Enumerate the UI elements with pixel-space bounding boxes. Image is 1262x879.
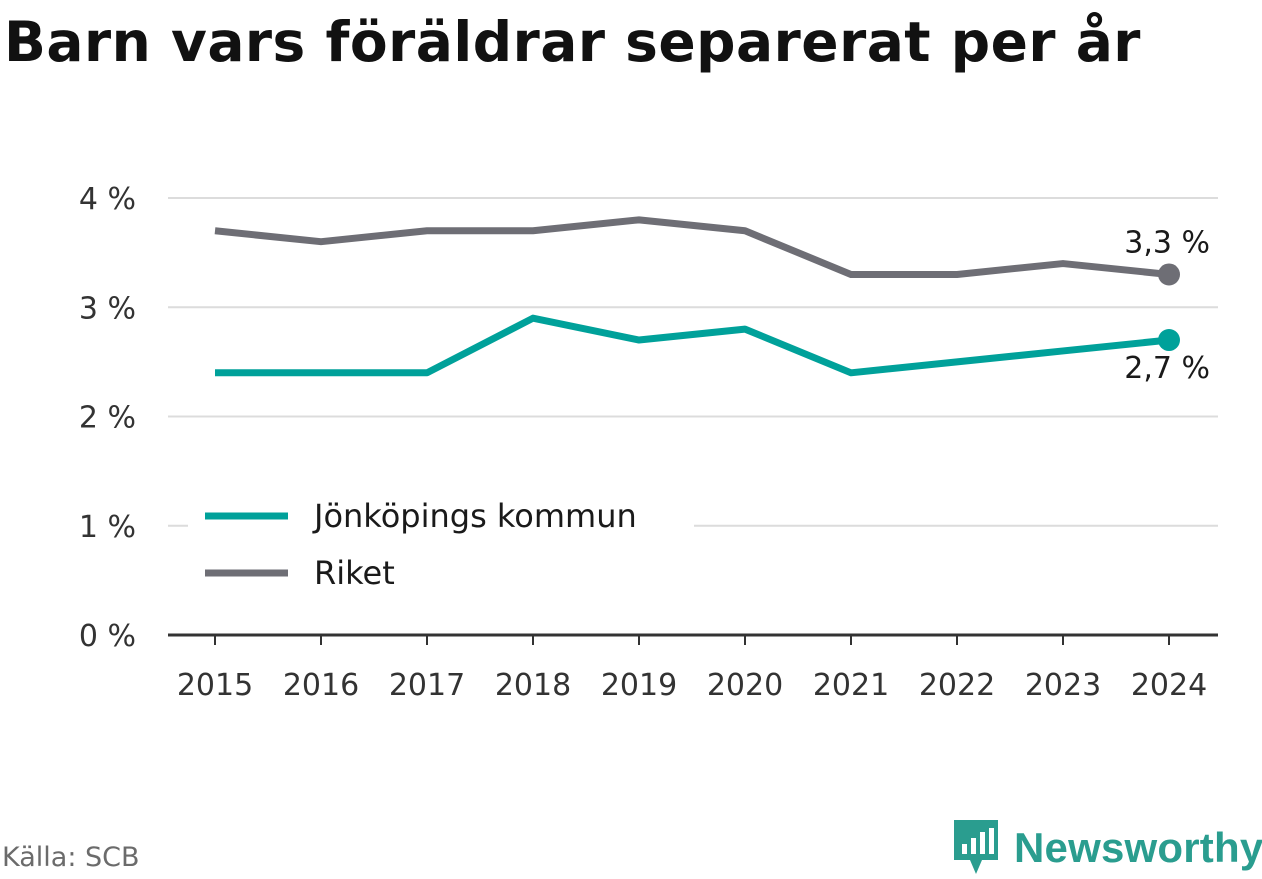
legend-label: Jönköpings kommun <box>312 497 637 535</box>
x-tick-label: 2019 <box>601 668 677 703</box>
legend: Jönköpings kommun Riket <box>188 492 694 600</box>
y-tick-label: 1 % <box>79 510 136 545</box>
legend-label: Riket <box>314 554 395 592</box>
grid-lines <box>168 197 1218 527</box>
legend-background <box>188 492 694 600</box>
x-tick-label: 2018 <box>495 668 571 703</box>
x-tick-label: 2020 <box>707 668 783 703</box>
end-value-label: 2,7 % <box>1124 351 1210 386</box>
x-tick-label: 2023 <box>1025 668 1101 703</box>
y-tick-label: 4 % <box>79 182 136 217</box>
y-axis-ticks: 0 % 1 % 2 % 3 % 4 % <box>79 182 136 654</box>
x-tick-label: 2016 <box>283 668 359 703</box>
x-tick-label: 2022 <box>919 668 995 703</box>
brand-logo[interactable]: Newsworthy <box>950 818 1262 878</box>
x-tick-label: 2024 <box>1131 668 1207 703</box>
series-line <box>215 314 1170 377</box>
end-labels: 3,3 % 2,7 % <box>1124 225 1210 386</box>
end-point <box>1158 329 1180 352</box>
x-tick-label: 2017 <box>389 668 465 703</box>
source-note: Källa: SCB <box>2 842 140 873</box>
x-tick-label: 2015 <box>177 668 253 703</box>
end-point <box>1158 263 1180 286</box>
x-tick-label: 2021 <box>813 668 889 703</box>
chart-title: Barn vars föräldrar separerat per år <box>4 10 1141 74</box>
series-lines <box>214 216 1180 377</box>
y-tick-label: 3 % <box>79 291 136 326</box>
end-value-label: 3,3 % <box>1124 225 1210 260</box>
y-tick-label: 0 % <box>79 619 136 654</box>
series-line <box>214 216 1170 278</box>
brand-name: Newsworthy <box>1014 824 1262 871</box>
y-tick-label: 2 % <box>79 401 136 436</box>
x-axis: 2015 2016 2017 2018 2019 2020 2021 2022 2023 2024 <box>168 633 1218 703</box>
newsworthy-logo-icon <box>954 820 998 874</box>
